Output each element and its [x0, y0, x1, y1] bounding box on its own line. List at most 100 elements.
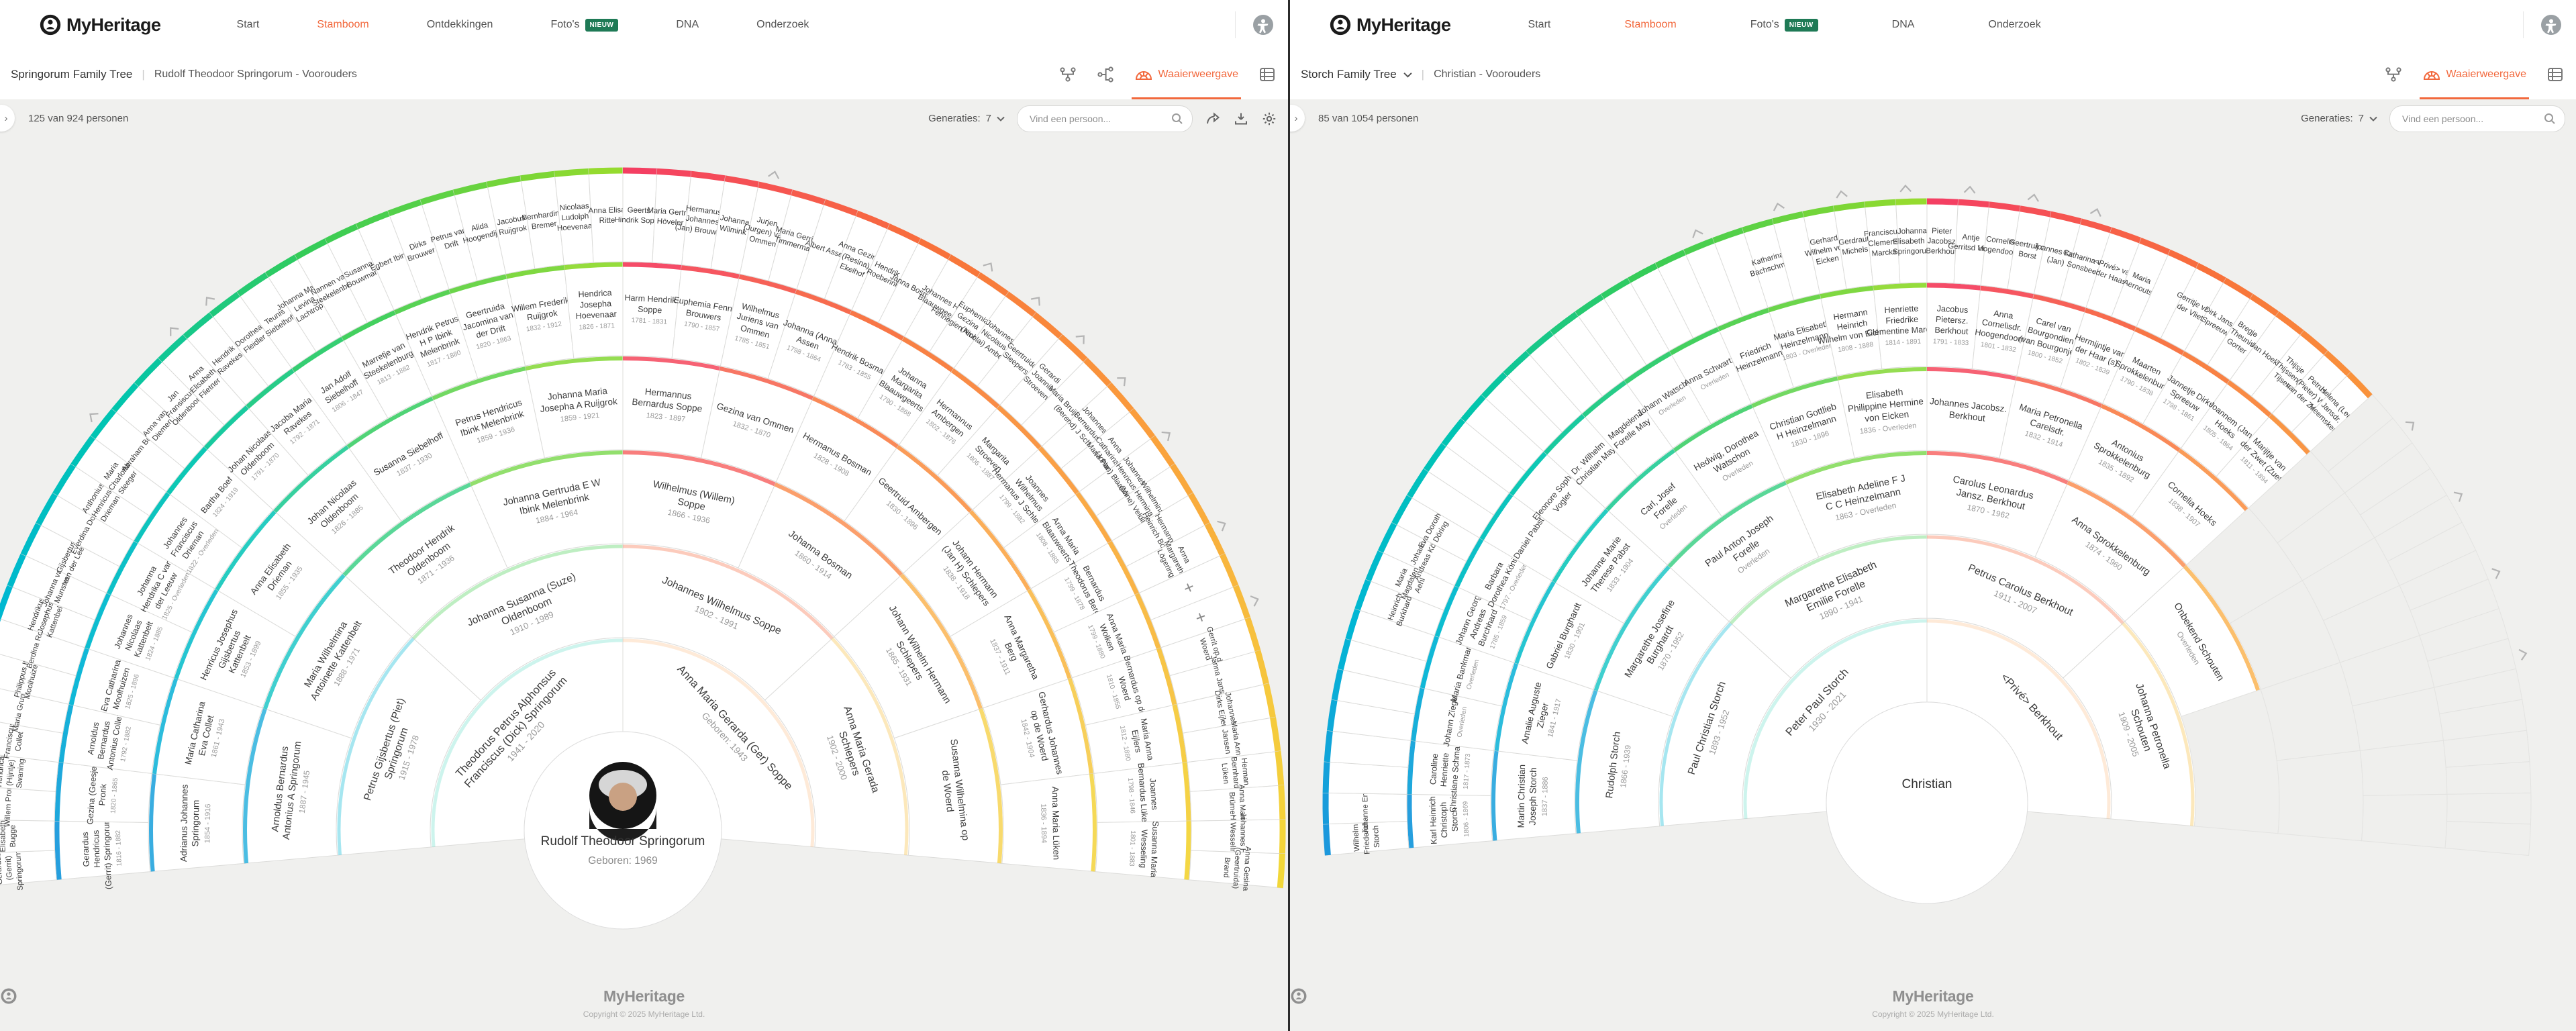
expand-branch-chevron-icon[interactable] [203, 295, 215, 306]
list-view-icon[interactable] [1258, 50, 1276, 99]
branch-color-arc [337, 637, 415, 856]
branch-color-arc [1837, 367, 1928, 381]
tree-name[interactable]: Storch Family Tree [1301, 68, 1397, 81]
branch-color-arc [1926, 535, 2124, 625]
side-panel-handle[interactable]: › [1290, 105, 1305, 132]
search-input[interactable] [2401, 112, 2543, 125]
fan-sector[interactable] [1323, 820, 1409, 856]
side-panel-handle[interactable]: › [0, 105, 15, 132]
myheritage-logo[interactable]: MyHeritage [1329, 13, 1451, 36]
share-icon[interactable] [1205, 111, 1221, 127]
generations-select[interactable]: Generaties: 7 [2301, 113, 2377, 124]
expand-branch-chevron-icon[interactable] [1836, 190, 1848, 199]
search-input[interactable] [1028, 112, 1171, 125]
nav-stamboom[interactable]: Stamboom [1624, 19, 1677, 30]
branch-color-arc [1278, 785, 1286, 820]
fan-sector[interactable] [622, 167, 658, 263]
expand-branch-chevron-icon[interactable] [1963, 185, 1976, 194]
fan-sector[interactable] [1322, 792, 1408, 825]
expand-branch-chevron-icon[interactable] [2518, 648, 2528, 660]
fan-sector[interactable] [1490, 750, 1578, 842]
tree-caret-icon[interactable] [1403, 72, 1412, 78]
fan-center-person[interactable]: Christian [1826, 701, 2028, 904]
nav-dna[interactable]: DNA [676, 19, 699, 30]
fan-sector[interactable] [1189, 850, 1285, 889]
branch-color-arc [1605, 448, 1676, 511]
expand-branch-chevron-icon[interactable] [166, 324, 179, 336]
branch-color-arc [622, 450, 776, 487]
expand-branch-chevron-icon[interactable] [1691, 228, 1703, 238]
expand-branch-chevron-icon[interactable] [1899, 184, 1912, 193]
expand-branch-chevron-icon[interactable] [1075, 332, 1088, 344]
fan-sector[interactable] [1895, 198, 1928, 284]
fan-sector[interactable] [563, 261, 624, 359]
fan-view-tab[interactable]: Waaierweergave [1131, 50, 1241, 99]
nav-start[interactable]: Start [236, 19, 260, 30]
search-icon[interactable] [1171, 112, 1184, 126]
family-view-icon[interactable] [1097, 50, 1114, 99]
fan-sector[interactable] [0, 850, 57, 888]
fan-sector[interactable] [1000, 773, 1098, 873]
expand-branch-chevron-icon[interactable] [2405, 418, 2417, 431]
branch-color-arc [1926, 283, 1981, 291]
pedigree-view-icon[interactable] [2385, 50, 2402, 99]
expand-branch-chevron-icon[interactable] [2089, 207, 2102, 217]
nav-ontdekkingen[interactable]: Ontdekkingen [426, 19, 493, 30]
expand-branch-chevron-icon[interactable] [983, 260, 995, 272]
person-count: 125 van 924 personen [28, 113, 129, 124]
nav-start[interactable]: Start [1528, 19, 1551, 30]
fan-sector[interactable] [1189, 785, 1286, 822]
list-view-icon[interactable] [2546, 50, 2564, 99]
expand-branch-chevron-icon[interactable] [1773, 202, 1785, 211]
fan-sector[interactable] [588, 167, 624, 263]
accessibility-icon[interactable] [2541, 15, 2561, 35]
nav-fotos[interactable]: Foto's NIEUW [1714, 18, 1855, 32]
expand-branch-chevron-icon[interactable] [768, 170, 781, 179]
fan-sector[interactable] [1190, 819, 1286, 854]
expand-branch-chevron-icon[interactable] [1161, 429, 1173, 442]
site-header: MyHeritage Start Stamboom Ontdekkingen F… [0, 0, 1288, 50]
branch-color-arc [1184, 821, 1191, 880]
expand-branch-chevron-icon[interactable] [2027, 193, 2040, 202]
branch-color-arc [1323, 824, 1331, 856]
fan-view-tab[interactable]: Waaierweergave [2419, 50, 2529, 99]
branch-color-arc [1989, 201, 2021, 212]
fan-sector[interactable] [622, 261, 683, 359]
expand-branch-chevron-icon[interactable] [1217, 519, 1228, 532]
nav-fotos[interactable]: Foto's NIEUW [522, 18, 647, 32]
expand-branch-chevron-icon[interactable] [1250, 594, 1260, 607]
tree-name[interactable]: Springorum Family Tree [11, 68, 133, 81]
fan-sector[interactable] [54, 820, 151, 881]
window-divider [1288, 0, 1290, 1031]
download-icon[interactable] [1233, 111, 1249, 127]
generations-select[interactable]: Generaties: 7 [928, 113, 1005, 124]
accessibility-icon[interactable] [1253, 15, 1273, 35]
nav-dna[interactable]: DNA [1891, 19, 1915, 30]
myheritage-logo[interactable]: MyHeritage [39, 13, 161, 36]
gear-icon[interactable] [1261, 111, 1277, 127]
expand-branch-chevron-icon[interactable] [2453, 489, 2465, 502]
fan-sector[interactable] [0, 820, 56, 854]
search-icon[interactable] [2543, 112, 2557, 126]
person-search [2389, 105, 2565, 132]
fan-sector[interactable] [1873, 282, 1928, 370]
fan-sector[interactable] [1926, 198, 1959, 284]
fan-sector[interactable] [1095, 820, 1192, 881]
expand-branch-chevron-icon[interactable] [1030, 295, 1043, 306]
fan-sector[interactable] [1926, 282, 1981, 370]
nav-stamboom[interactable]: Stamboom [317, 19, 369, 30]
pedigree-view-icon[interactable] [1059, 50, 1077, 99]
expand-branch-chevron-icon[interactable] [1117, 374, 1128, 387]
branch-color-arc [149, 773, 157, 872]
branch-color-arc [622, 356, 721, 371]
expand-branch-chevron-icon[interactable] [87, 410, 99, 423]
nav-onderzoek[interactable]: Onderzoek [1988, 19, 2041, 30]
fan-sector[interactable] [148, 773, 246, 873]
branch-color-arc [1743, 619, 1928, 819]
fan-sector[interactable] [1406, 793, 1493, 849]
nav-onderzoek[interactable]: Onderzoek [756, 19, 809, 30]
expand-branch-chevron-icon[interactable] [2491, 567, 2501, 579]
